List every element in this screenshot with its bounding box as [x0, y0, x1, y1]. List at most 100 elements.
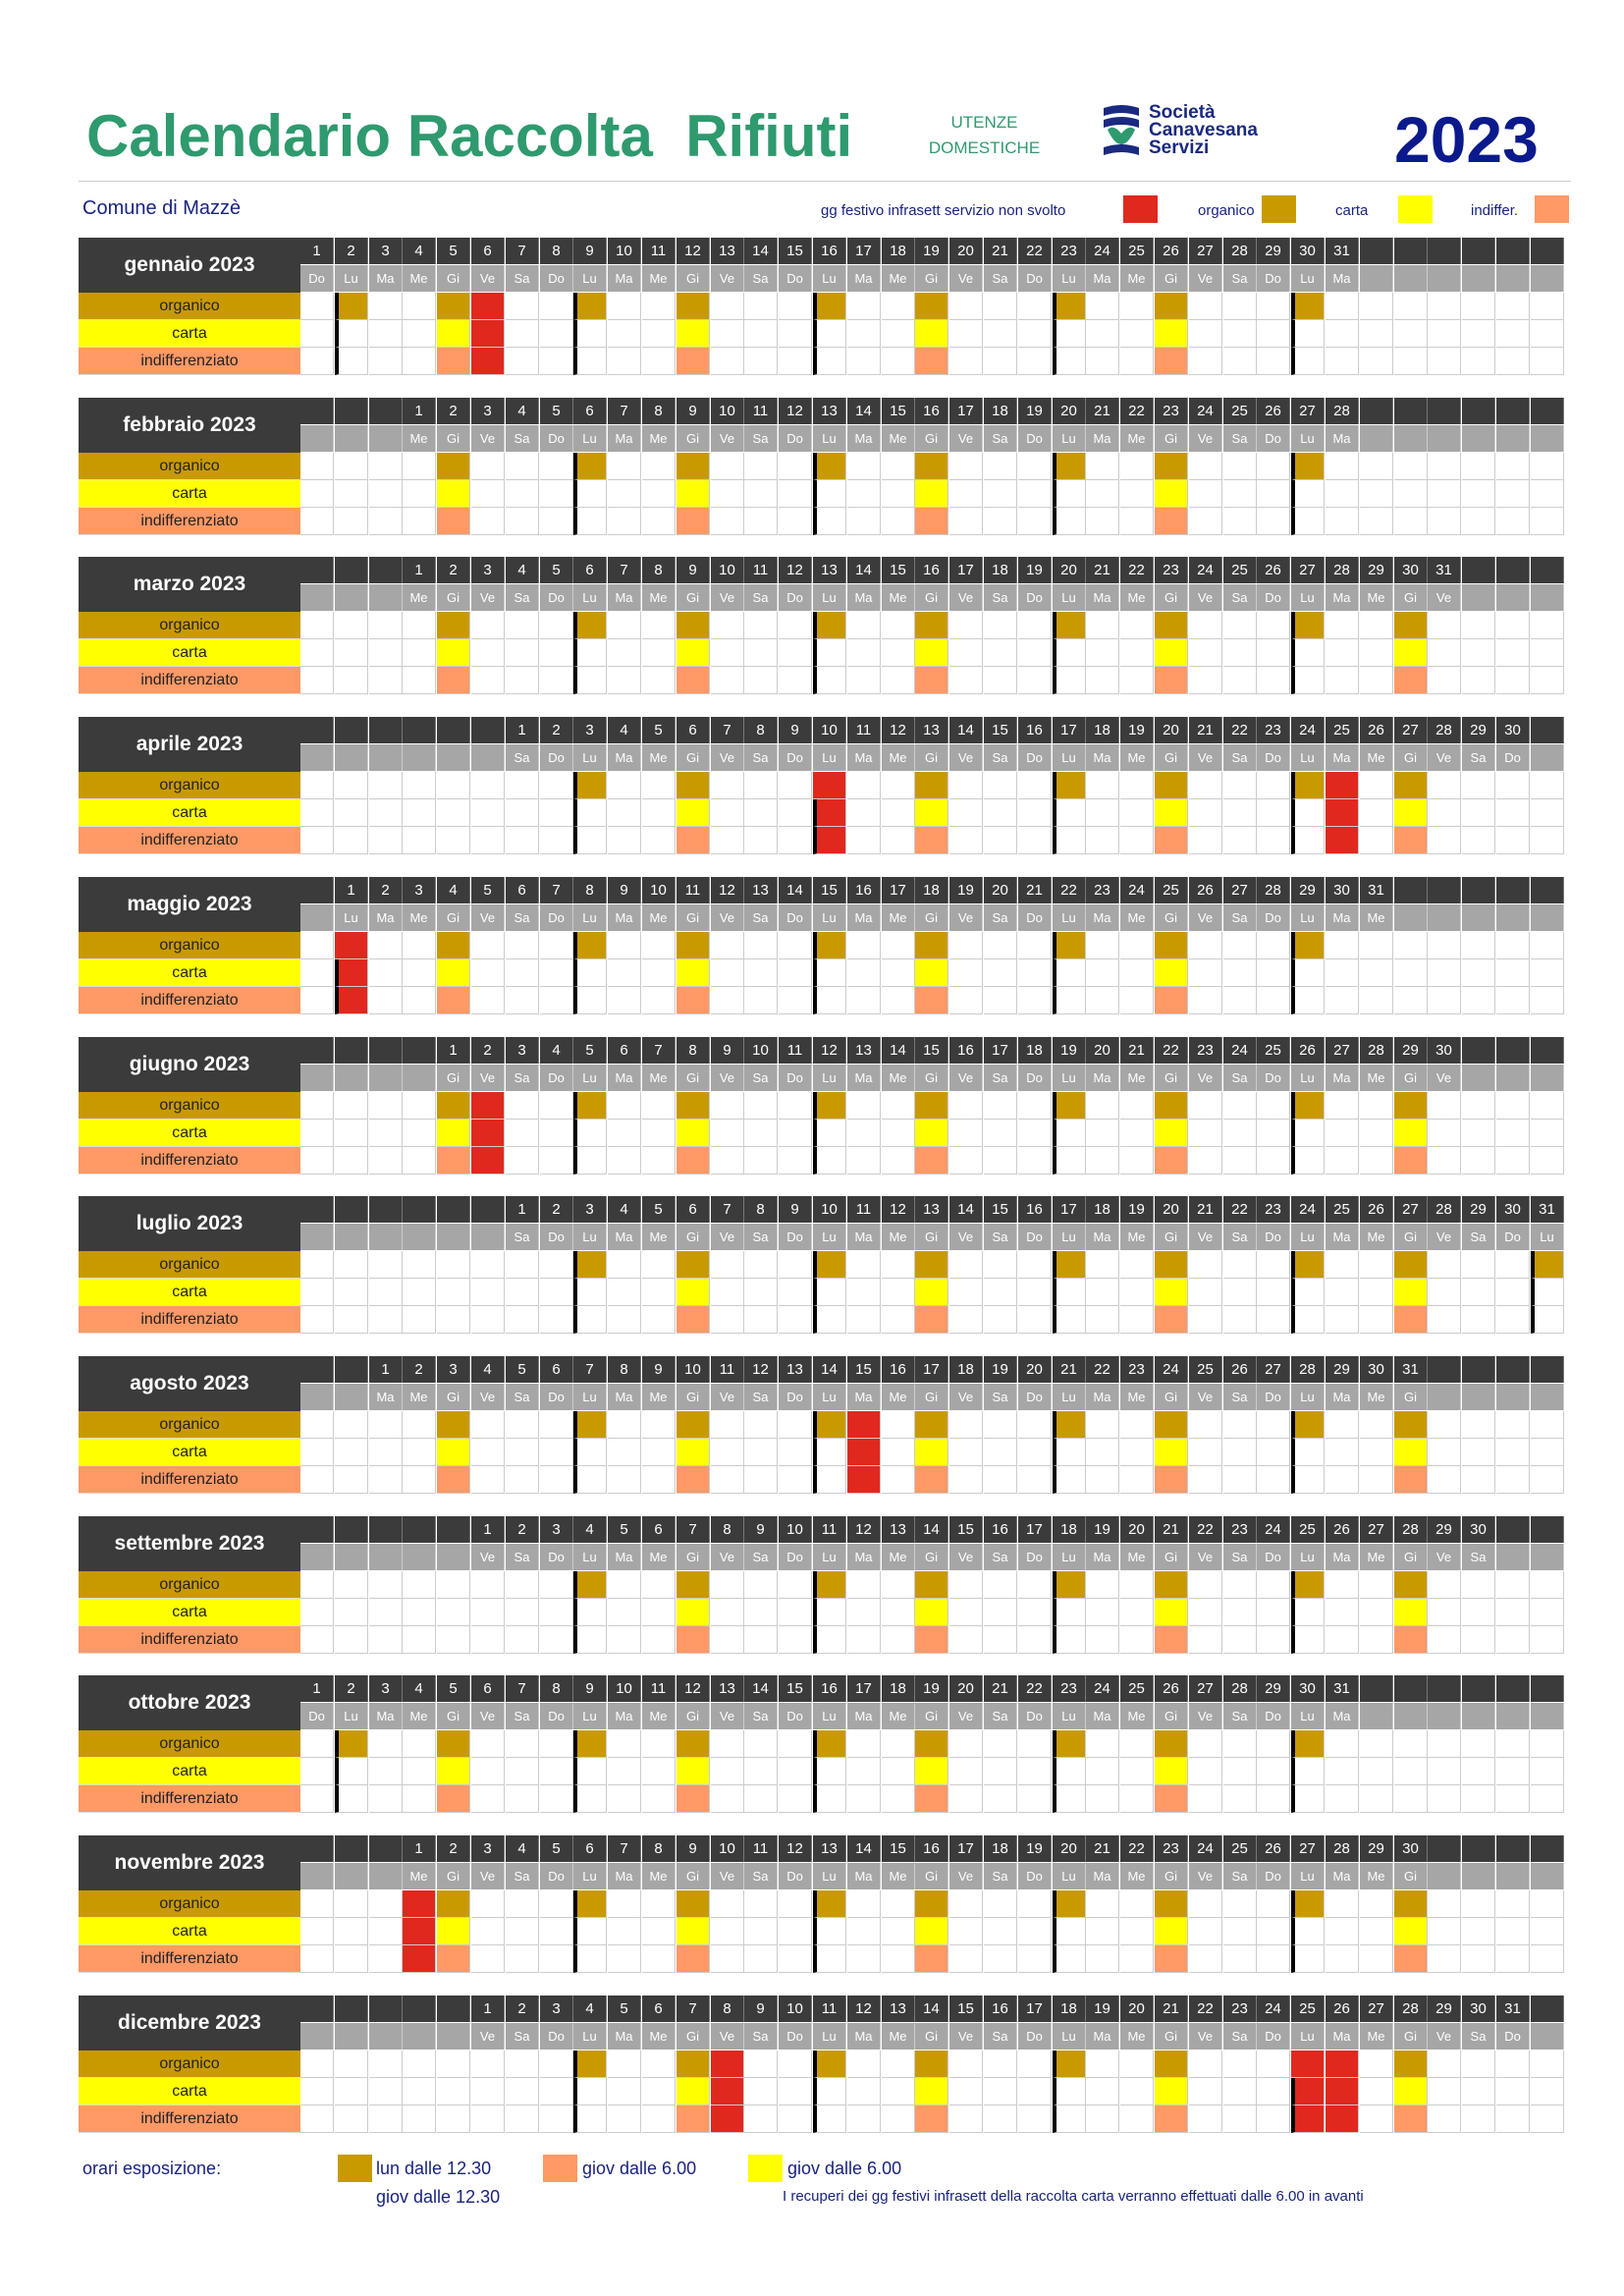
day-number-cell: 18 [1053, 1516, 1086, 1543]
collection-cell [711, 2050, 744, 2078]
weekday-cell: Sa [1223, 1065, 1257, 1091]
collection-cell [744, 1466, 778, 1494]
collection-cell [642, 827, 676, 854]
day-number-cell: 4 [573, 1995, 607, 2022]
weekday-cell: Do [1257, 1863, 1290, 1889]
collection-cell [1462, 453, 1495, 480]
weekday-cell [335, 584, 368, 611]
collection-cell [984, 1730, 1017, 1758]
day-number-cell: 16 [949, 1037, 983, 1064]
day-number-cell: 22 [1120, 1835, 1154, 1862]
footer-item2: giov dalle 6.00 [582, 2159, 697, 2178]
collection-cell [1531, 772, 1564, 799]
collection-cell [471, 2078, 505, 2105]
collection-cell [915, 1306, 948, 1334]
weekday-cell [1394, 1703, 1428, 1729]
day-number-cell: 7 [573, 1356, 607, 1383]
day-number-cell: 8 [540, 238, 573, 264]
day-number-cell: 30 [1291, 238, 1325, 264]
collection-cell [369, 612, 403, 639]
collection-cell [1462, 293, 1495, 320]
collection-cell [1360, 772, 1393, 799]
collection-cell [711, 772, 744, 799]
day-number-cell: 5 [608, 1995, 641, 2022]
weekday-cell: Me [1360, 584, 1393, 611]
weekday-cell: Lu [1053, 584, 1086, 611]
collection-cell [642, 348, 676, 375]
collection-cell [642, 1758, 676, 1785]
day-number-cell: 26 [1326, 1995, 1359, 2022]
collection-cell [608, 1306, 641, 1334]
collection-cell [1326, 348, 1359, 375]
day-number-cell: 30 [1394, 1835, 1428, 1862]
weekday-cell [300, 1065, 334, 1091]
day-number-cell: 1 [471, 1516, 505, 1543]
collection-cell [949, 1626, 983, 1654]
collection-cell [1428, 1730, 1461, 1758]
collection-cell [471, 1571, 505, 1599]
weekday-cell [437, 2023, 470, 2050]
day-number-cell: 12 [779, 557, 812, 583]
collection-cell [437, 1251, 470, 1279]
day-number-cell [1496, 1675, 1530, 1702]
weekday-cell: Gi [437, 1863, 470, 1889]
day-number-cell: 30 [1496, 717, 1530, 743]
row-label-indifferenziato: indifferenziato [79, 667, 300, 694]
collection-cell [1086, 1918, 1119, 1945]
collection-cell [471, 348, 505, 375]
weekday-cell [1496, 1065, 1530, 1091]
collection-cell [711, 1279, 744, 1306]
collection-cell [915, 987, 948, 1014]
collection-cell [711, 453, 744, 480]
collection-cell [1326, 508, 1359, 535]
collection-cell [1360, 827, 1393, 854]
collection-cell [335, 2105, 368, 2133]
collection-cell [369, 1890, 403, 1918]
collection-cell [471, 1251, 505, 1279]
collection-cell [1257, 320, 1290, 348]
day-number-cell: 8 [608, 1356, 641, 1383]
weekday-cell: Do [300, 265, 334, 292]
collection-cell [1531, 1251, 1564, 1279]
day-number-cell: 11 [642, 1675, 676, 1702]
collection-cell [1462, 1945, 1495, 1973]
weekday-cell: Gi [915, 1384, 948, 1410]
collection-cell [300, 1306, 334, 1334]
weekday-cell [1531, 1544, 1564, 1570]
collection-cell [1394, 1251, 1428, 1279]
collection-cell [1120, 1092, 1154, 1120]
weekday-cell: Ve [471, 1065, 505, 1091]
month-block: dicembre 2023 organico carta indifferenziat… [79, 1995, 1565, 2133]
day-number-cell: 28 [1326, 1835, 1359, 1862]
collection-cell [677, 959, 710, 987]
collection-cell [1257, 348, 1290, 375]
collection-cell [540, 987, 573, 1014]
collection-cell [1053, 453, 1086, 480]
day-number-cell: 19 [915, 1675, 948, 1702]
weekday-cell: Lu [573, 1224, 607, 1250]
day-number-cell [437, 1516, 470, 1543]
collection-cell [1155, 1279, 1188, 1306]
day-number-cell: 4 [608, 717, 641, 743]
collection-cell [1360, 987, 1393, 1014]
collection-cell [506, 1890, 539, 1918]
collection-cell [1053, 1730, 1086, 1758]
collection-cell [949, 959, 983, 987]
collection-cell [1053, 1785, 1086, 1813]
collection-cell [1018, 1466, 1052, 1494]
collection-cell [1291, 1758, 1325, 1785]
month-name: settembre 2023 [79, 1516, 300, 1571]
legend-indiff-label: indiffer. [1471, 202, 1519, 219]
collection-cell [1120, 1626, 1154, 1654]
collection-cell [1496, 799, 1530, 827]
collection-cell [573, 932, 607, 959]
day-number-cell: 28 [1326, 557, 1359, 583]
collection-cell [882, 508, 915, 535]
collection-cell [506, 1251, 539, 1279]
collection-cell [744, 932, 778, 959]
weekday-cell: Do [540, 1384, 573, 1410]
weekday-cell: Sa [744, 1224, 778, 1250]
collection-cell [471, 1758, 505, 1785]
month-name: febbraio 2023 [79, 398, 300, 453]
weekday-cell: Do [540, 265, 573, 292]
